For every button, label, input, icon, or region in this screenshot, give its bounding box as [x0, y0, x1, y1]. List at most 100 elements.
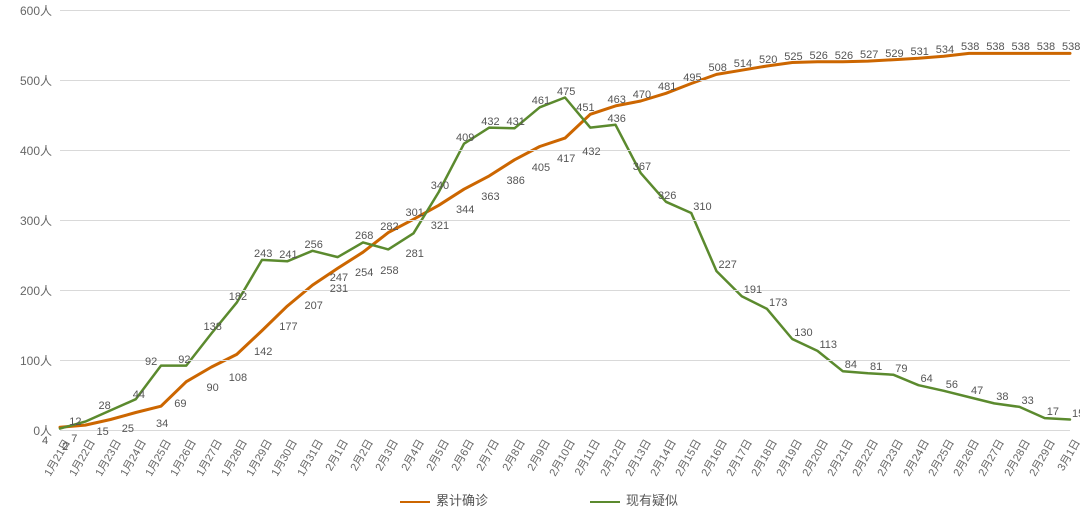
data-point-label: 405 [532, 162, 550, 174]
data-point-label: 38 [996, 391, 1008, 403]
data-point-label: 451 [576, 102, 594, 114]
data-point-label: 25 [122, 423, 134, 435]
series-line [60, 53, 1070, 427]
data-point-label: 436 [608, 113, 626, 125]
y-axis-tick-label: 600人 [0, 2, 52, 19]
legend-line-swatch [400, 501, 430, 503]
data-point-label: 282 [380, 221, 398, 233]
data-point-label: 247 [330, 272, 348, 284]
data-point-label: 527 [860, 49, 878, 61]
data-point-label: 4 [42, 435, 48, 447]
legend-line-swatch [590, 501, 620, 503]
data-point-label: 113 [820, 339, 838, 351]
data-point-label: 409 [456, 132, 474, 144]
data-point-label: 363 [481, 191, 499, 203]
data-point-label: 173 [769, 297, 787, 309]
line-chart: 0人100人200人300人400人500人600人1月21日1月22日1月23… [0, 0, 1080, 514]
data-point-label: 231 [330, 283, 348, 295]
data-point-label: 470 [633, 89, 651, 101]
y-gridline [60, 360, 1070, 361]
legend-label: 累计确诊 [436, 493, 488, 508]
data-point-label: 17 [1047, 406, 1059, 418]
data-point-label: 33 [1022, 395, 1034, 407]
data-point-label: 81 [870, 361, 882, 373]
y-gridline [60, 80, 1070, 81]
data-point-label: 56 [946, 379, 958, 391]
data-point-label: 495 [683, 72, 701, 84]
data-point-label: 15 [97, 426, 109, 438]
data-point-label: 529 [885, 48, 903, 60]
data-point-label: 481 [658, 81, 676, 93]
data-point-label: 520 [759, 54, 777, 66]
y-gridline [60, 430, 1070, 431]
data-point-label: 84 [845, 359, 857, 371]
data-point-label: 531 [911, 46, 929, 58]
data-point-label: 526 [835, 50, 853, 62]
data-point-label: 28 [99, 400, 111, 412]
data-point-label: 538 [961, 41, 979, 53]
data-point-label: 108 [229, 372, 247, 384]
data-point-label: 475 [557, 86, 575, 98]
y-axis-tick-label: 300人 [0, 212, 52, 229]
data-point-label: 44 [133, 389, 145, 401]
y-axis-tick-label: 200人 [0, 282, 52, 299]
data-point-label: 207 [305, 300, 323, 312]
data-point-label: 7 [71, 433, 77, 445]
data-point-label: 2 [62, 441, 68, 453]
y-axis-tick-label: 400人 [0, 142, 52, 159]
data-point-label: 90 [207, 382, 219, 394]
data-point-label: 69 [174, 398, 186, 410]
legend-label: 现有疑似 [626, 493, 678, 508]
data-point-label: 47 [971, 385, 983, 397]
data-point-label: 431 [507, 116, 525, 128]
data-point-label: 321 [431, 220, 449, 232]
data-point-label: 508 [709, 62, 727, 74]
data-point-label: 340 [431, 180, 449, 192]
data-point-label: 191 [744, 284, 762, 296]
data-point-label: 130 [794, 327, 812, 339]
data-point-label: 15 [1072, 408, 1080, 420]
data-point-label: 258 [380, 265, 398, 277]
data-point-label: 534 [936, 44, 954, 56]
y-gridline [60, 150, 1070, 151]
data-point-label: 538 [1062, 41, 1080, 53]
data-point-label: 142 [254, 346, 272, 358]
data-point-label: 432 [481, 116, 499, 128]
data-point-label: 301 [406, 207, 424, 219]
data-point-label: 514 [734, 58, 752, 70]
y-axis-tick-label: 500人 [0, 72, 52, 89]
data-point-label: 461 [532, 95, 550, 107]
data-point-label: 538 [1012, 41, 1030, 53]
data-point-label: 525 [784, 51, 802, 63]
data-point-label: 92 [145, 356, 157, 368]
y-axis-tick-label: 100人 [0, 352, 52, 369]
data-point-label: 64 [921, 373, 933, 385]
legend-item: 现有疑似 [590, 490, 678, 509]
data-point-label: 12 [69, 416, 81, 428]
data-point-label: 182 [229, 291, 247, 303]
data-point-label: 241 [279, 249, 297, 261]
y-gridline [60, 290, 1070, 291]
data-point-label: 34 [156, 418, 168, 430]
data-point-label: 243 [254, 248, 272, 260]
data-point-label: 256 [305, 239, 323, 251]
data-point-label: 177 [279, 321, 297, 333]
data-point-label: 367 [633, 161, 651, 173]
y-gridline [60, 10, 1070, 11]
data-point-label: 268 [355, 230, 373, 242]
data-point-label: 432 [582, 146, 600, 158]
data-point-label: 386 [507, 175, 525, 187]
data-point-label: 310 [693, 201, 711, 213]
data-point-label: 463 [608, 94, 626, 106]
data-point-label: 92 [178, 354, 190, 366]
data-point-label: 417 [557, 153, 575, 165]
data-point-label: 138 [204, 321, 222, 333]
data-point-label: 344 [456, 204, 474, 216]
data-point-label: 538 [986, 41, 1004, 53]
data-point-label: 79 [895, 363, 907, 375]
data-point-label: 227 [719, 259, 737, 271]
y-gridline [60, 220, 1070, 221]
data-point-label: 538 [1037, 41, 1055, 53]
data-point-label: 254 [355, 267, 373, 279]
data-point-label: 526 [810, 50, 828, 62]
